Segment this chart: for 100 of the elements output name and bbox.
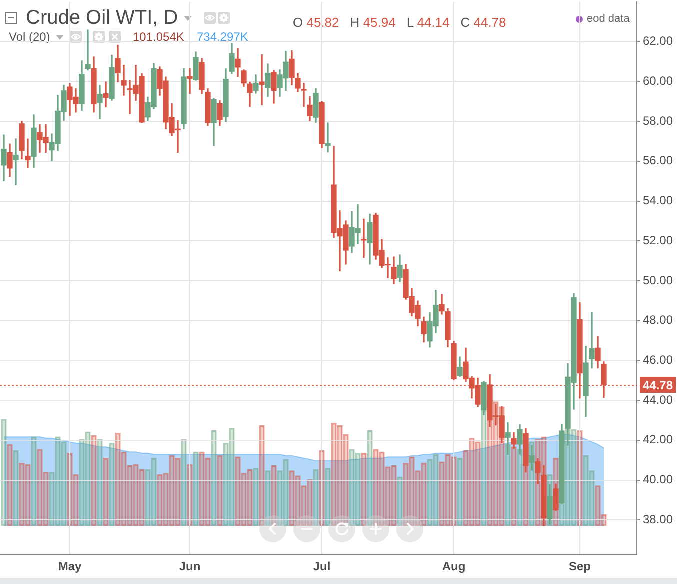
- annotation: 734.297K: [197, 30, 248, 44]
- annotation: 101.054K: [133, 30, 184, 44]
- candlestick: [187, 68, 193, 94]
- bar: [235, 456, 241, 526]
- bar: [145, 469, 151, 526]
- bar: [43, 472, 49, 526]
- bar: [7, 444, 13, 526]
- bar: [259, 425, 265, 526]
- candlestick: [25, 138, 31, 168]
- bar: [433, 454, 439, 526]
- y-tick-label: 40.00: [643, 472, 674, 487]
- bar: [127, 466, 133, 526]
- y-tick-label: 50.00: [643, 273, 674, 288]
- annotation: H 45.94: [350, 15, 396, 30]
- bar: [73, 474, 79, 526]
- bar: [283, 459, 289, 526]
- bar: [355, 453, 361, 526]
- bar: [19, 463, 25, 526]
- y-tick-label: 52.00: [643, 233, 674, 248]
- bar: [205, 458, 211, 526]
- bar: [475, 442, 481, 526]
- bar: [97, 439, 103, 526]
- x-tick-label: May: [58, 560, 82, 574]
- bar: [157, 474, 163, 526]
- y-tick-label: 48.00: [643, 313, 674, 328]
- bar: [385, 466, 391, 526]
- x-tick-label: Aug: [442, 560, 466, 574]
- bar: [571, 429, 577, 526]
- y-tick-label: 58.00: [643, 114, 674, 128]
- bar: [109, 443, 115, 526]
- candlestick: [85, 30, 91, 71]
- bar: [241, 473, 247, 526]
- candlestick: [121, 65, 127, 96]
- x-tick-label: Jul: [313, 560, 331, 574]
- candlestick: [301, 82, 307, 108]
- bar: [181, 439, 187, 526]
- bar: [253, 468, 259, 526]
- candlestick: [325, 122, 331, 153]
- candlestick: [361, 218, 367, 258]
- bar: [79, 439, 85, 526]
- bar: [445, 454, 451, 526]
- bar: [421, 463, 427, 526]
- bar: [55, 436, 61, 526]
- y-tick-label: 42.00: [643, 432, 674, 447]
- bar: [61, 442, 67, 526]
- y-tick-label: 46.00: [643, 353, 674, 368]
- annotation: eod data: [587, 13, 630, 25]
- bar: [1, 419, 7, 526]
- y-tick-label: 38.00: [643, 512, 674, 526]
- bar: [493, 402, 499, 526]
- bar: [175, 458, 181, 526]
- bar: [103, 458, 109, 526]
- bar: [115, 432, 121, 526]
- y-tick-label: 62.00: [643, 34, 674, 48]
- bar: [469, 438, 475, 526]
- bar: [457, 458, 463, 526]
- candlestick: [97, 85, 103, 120]
- bar: [349, 449, 355, 526]
- candlestick: [103, 82, 109, 108]
- candlestick: [13, 138, 19, 186]
- bar: [601, 514, 607, 526]
- y-tick-label: 44.00: [643, 392, 674, 407]
- bar: [151, 458, 157, 526]
- bar: [217, 456, 223, 526]
- ref-line-label: 44.78: [642, 378, 674, 392]
- chart-title: Vol (20): [9, 30, 50, 44]
- bar: [121, 452, 127, 526]
- y-tick-label: 56.00: [643, 154, 674, 168]
- bar: [361, 453, 367, 526]
- bar: [595, 486, 601, 526]
- bar: [589, 470, 595, 526]
- bar: [193, 452, 199, 526]
- bar: [223, 443, 229, 526]
- bar: [583, 456, 589, 526]
- bar: [25, 464, 31, 526]
- annotation: O 45.82: [293, 15, 340, 30]
- bar: [85, 432, 91, 526]
- bar: [139, 469, 145, 526]
- bar: [289, 470, 295, 526]
- bar: [169, 456, 175, 526]
- bar: [325, 468, 331, 526]
- bar: [529, 442, 535, 526]
- bar: [49, 472, 55, 526]
- bar: [427, 459, 433, 526]
- annotation: C 44.78: [460, 15, 506, 30]
- bar: [397, 476, 403, 526]
- bar: [163, 473, 169, 526]
- chart-title: Crude Oil WTI, D: [26, 7, 178, 29]
- bar: [463, 450, 469, 526]
- bar: [247, 469, 253, 526]
- bar: [133, 464, 139, 526]
- bar: [31, 436, 37, 526]
- y-tick-label: 60.00: [643, 74, 674, 88]
- bar: [91, 436, 97, 526]
- bar: [211, 430, 217, 526]
- bar: [439, 462, 445, 526]
- y-tick-label: 54.00: [643, 194, 674, 208]
- candlestick: [259, 54, 265, 106]
- bar: [13, 450, 19, 526]
- annotation: L 44.14: [406, 15, 450, 30]
